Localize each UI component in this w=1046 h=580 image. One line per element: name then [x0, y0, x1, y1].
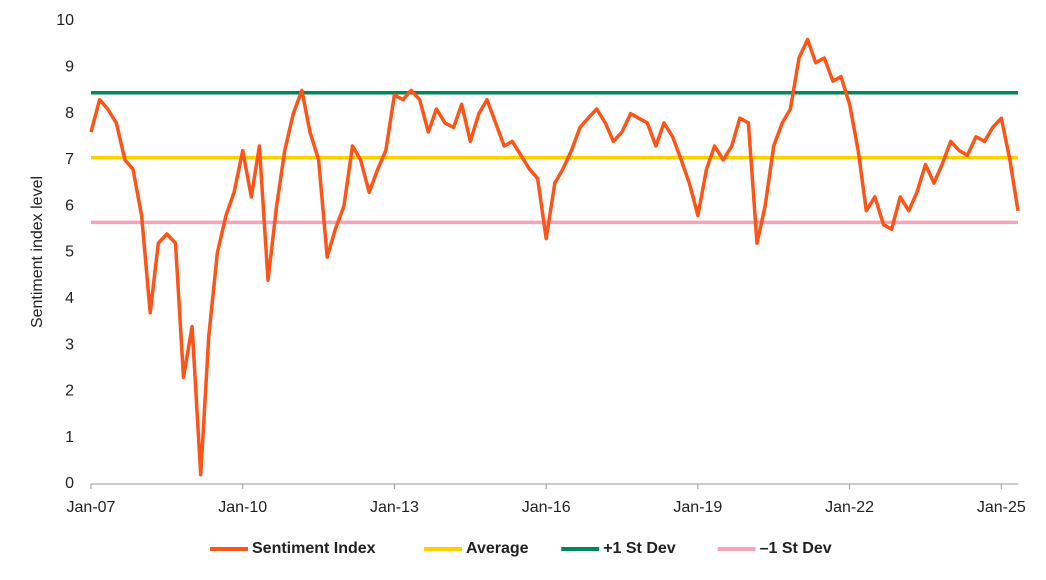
- y-tick-label: 8: [65, 105, 74, 122]
- y-tick-label: 9: [65, 59, 74, 76]
- legend-label: Sentiment Index: [252, 540, 376, 557]
- y-tick-label: 6: [65, 197, 74, 214]
- x-tick-label: Jan-19: [673, 499, 722, 516]
- y-tick-label: 10: [56, 12, 74, 29]
- x-tick-label: Jan-13: [370, 499, 419, 516]
- x-tick-label: Jan-10: [218, 499, 267, 516]
- y-axis-label: Sentiment index level: [29, 176, 46, 328]
- y-tick-label: 1: [65, 429, 74, 446]
- y-tick-label: 4: [65, 290, 74, 307]
- y-tick-label: 2: [65, 383, 74, 400]
- y-tick-label: 0: [65, 475, 74, 492]
- legend-label: –1 St Dev: [760, 540, 832, 557]
- y-tick-label: 5: [65, 244, 74, 261]
- x-tick-label: Jan-07: [67, 499, 116, 516]
- y-tick-label: 3: [65, 336, 74, 353]
- x-tick-label: Jan-25: [977, 499, 1026, 516]
- x-tick-label: Jan-16: [522, 499, 571, 516]
- sentiment-line: [89, 37, 1020, 477]
- legend-label: +1 St Dev: [603, 540, 676, 557]
- x-tick-label: Jan-22: [825, 499, 874, 516]
- y-tick-label: 7: [65, 151, 74, 168]
- legend-label: Average: [466, 540, 529, 557]
